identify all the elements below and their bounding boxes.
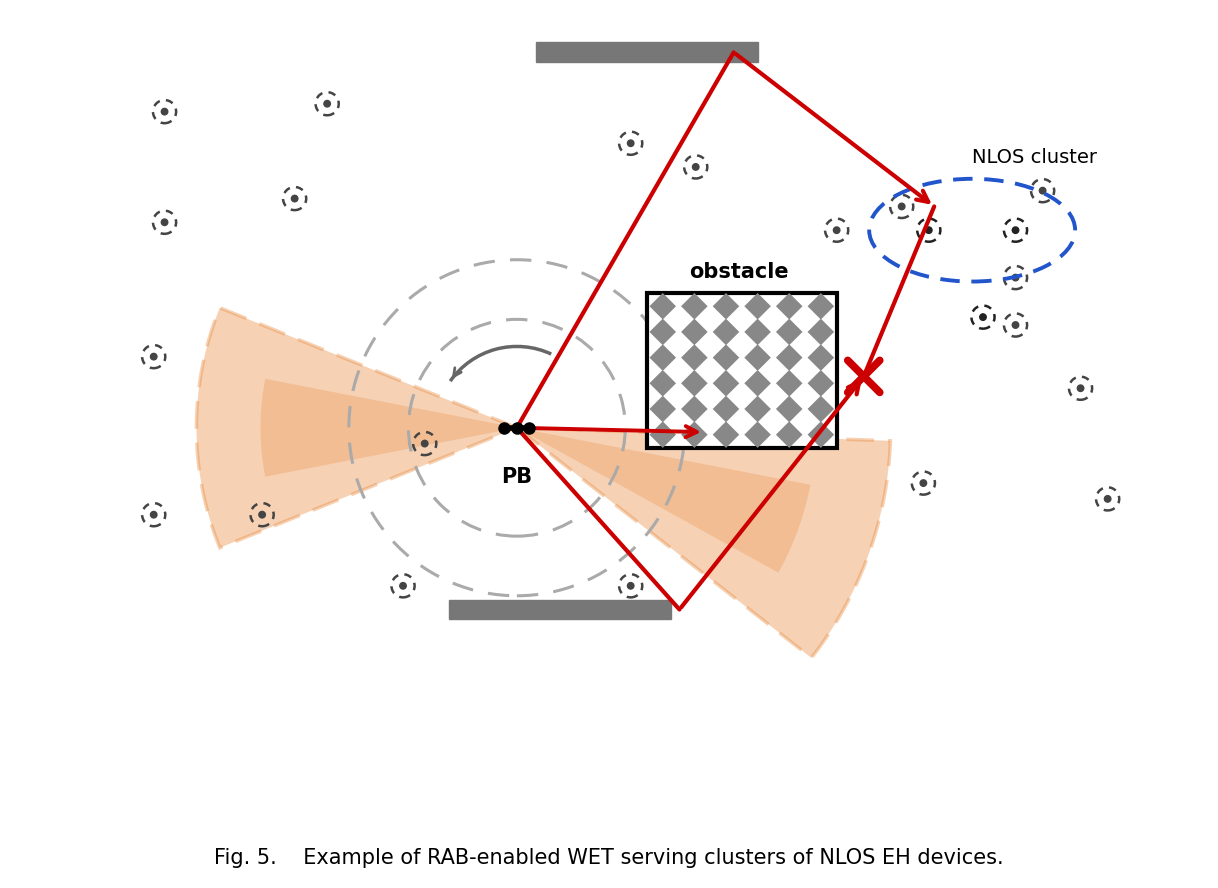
Polygon shape (681, 293, 708, 320)
Polygon shape (808, 422, 834, 448)
Polygon shape (776, 370, 803, 397)
Polygon shape (808, 370, 834, 397)
Circle shape (1105, 496, 1111, 502)
Circle shape (627, 140, 633, 147)
Polygon shape (776, 319, 803, 345)
Polygon shape (261, 379, 516, 477)
Text: NLOS cluster: NLOS cluster (972, 148, 1097, 167)
Circle shape (1039, 187, 1046, 194)
Circle shape (151, 353, 157, 360)
Circle shape (259, 511, 266, 518)
Bar (536, 43, 758, 62)
Polygon shape (713, 293, 739, 320)
Polygon shape (776, 293, 803, 320)
Polygon shape (776, 396, 803, 423)
Polygon shape (681, 422, 708, 448)
Polygon shape (681, 319, 708, 345)
Bar (449, 599, 671, 620)
Circle shape (1012, 321, 1018, 329)
Circle shape (324, 100, 330, 107)
Polygon shape (744, 370, 771, 397)
Polygon shape (808, 319, 834, 345)
Polygon shape (744, 345, 771, 371)
Polygon shape (744, 319, 771, 345)
Polygon shape (713, 370, 739, 397)
Polygon shape (713, 319, 739, 345)
Polygon shape (808, 345, 834, 371)
Circle shape (693, 163, 699, 170)
Polygon shape (681, 396, 708, 423)
Circle shape (833, 227, 840, 234)
Polygon shape (713, 345, 739, 371)
Polygon shape (649, 319, 676, 345)
Circle shape (1012, 227, 1018, 234)
Circle shape (400, 583, 407, 589)
Polygon shape (776, 422, 803, 448)
Polygon shape (649, 345, 676, 371)
Circle shape (926, 227, 932, 234)
Polygon shape (744, 293, 771, 320)
Polygon shape (744, 422, 771, 448)
Polygon shape (516, 428, 810, 573)
Polygon shape (744, 396, 771, 423)
Text: PB: PB (502, 467, 532, 488)
Polygon shape (516, 428, 890, 658)
Circle shape (1012, 274, 1018, 281)
Circle shape (979, 313, 987, 321)
Circle shape (899, 203, 905, 210)
Polygon shape (649, 370, 676, 397)
Polygon shape (808, 293, 834, 320)
Circle shape (161, 219, 168, 226)
Circle shape (421, 440, 428, 447)
Circle shape (151, 511, 157, 518)
Polygon shape (649, 396, 676, 423)
Polygon shape (713, 396, 739, 423)
Polygon shape (649, 293, 676, 320)
Polygon shape (713, 422, 739, 448)
Circle shape (1077, 385, 1084, 392)
Polygon shape (196, 308, 516, 548)
Text: obstacle: obstacle (689, 262, 789, 281)
Text: Fig. 5.    Example of RAB-enabled WET serving clusters of NLOS EH devices.: Fig. 5. Example of RAB-enabled WET servi… (214, 848, 1004, 868)
Circle shape (920, 480, 927, 487)
Polygon shape (776, 345, 803, 371)
Polygon shape (681, 370, 708, 397)
Polygon shape (649, 422, 676, 448)
Bar (647, 293, 837, 448)
Circle shape (161, 108, 168, 115)
Circle shape (627, 583, 633, 589)
Polygon shape (681, 345, 708, 371)
Circle shape (742, 353, 748, 360)
Circle shape (291, 195, 298, 202)
Polygon shape (808, 396, 834, 423)
